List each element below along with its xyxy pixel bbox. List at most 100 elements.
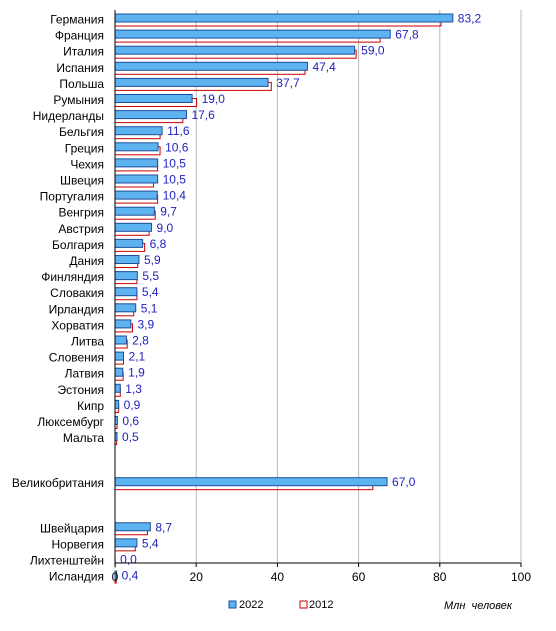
category-label-27: Великобритания [12, 476, 104, 490]
bar-2022-24 [114, 399, 120, 409]
value-label-29: 5,4 [142, 536, 159, 550]
category-label-0: Германия [50, 13, 104, 27]
bar-2022-8 [114, 142, 159, 152]
category-label-6: Нидерланды [33, 109, 104, 123]
category-label-18: Ирландия [49, 302, 104, 316]
x-tick-label-40: 40 [271, 570, 285, 584]
category-label-22: Латвия [65, 367, 104, 381]
value-label-16: 5,5 [142, 269, 159, 283]
x-tick-label-80: 80 [433, 570, 447, 584]
value-label-27: 67,0 [392, 475, 416, 489]
value-label-2: 59,0 [361, 44, 385, 58]
category-label-16: Финляндия [41, 270, 104, 284]
value-label-0: 83,2 [458, 12, 482, 26]
category-label-29: Норвегия [51, 537, 104, 551]
value-label-30: 0,0 [120, 552, 137, 566]
value-label-9: 10,5 [163, 156, 187, 170]
value-label-7: 11,6 [167, 124, 190, 138]
legend-swatch-2022 [228, 600, 237, 609]
bar-2022-27 [114, 477, 388, 487]
bar-2022-29 [114, 538, 138, 548]
value-label-31: 0,4 [122, 569, 139, 583]
category-label-12: Венгрия [58, 206, 104, 220]
value-label-19: 3,9 [137, 317, 154, 331]
category-label-15: Дания [69, 254, 104, 268]
category-label-30: Лихтенштейн [30, 553, 104, 567]
category-label-20: Литва [71, 335, 104, 349]
bar-2022-16 [114, 271, 138, 281]
bar-2022-1 [114, 29, 391, 39]
x-tick-label-100: 100 [511, 570, 531, 584]
value-label-14: 6,8 [150, 237, 167, 251]
value-label-24: 0,9 [124, 398, 141, 412]
bar-2022-19 [114, 319, 132, 329]
bar-2022-9 [114, 158, 159, 168]
category-label-19: Хорватия [51, 318, 104, 332]
x-tick-label-20: 20 [190, 570, 204, 584]
bar-2022-12 [114, 206, 155, 216]
category-label-21: Словения [49, 351, 104, 365]
bar-2022-23 [114, 383, 121, 393]
value-label-6: 17,6 [191, 108, 215, 122]
value-label-28: 8,7 [155, 520, 172, 534]
series-2022-bars [114, 13, 454, 580]
grid-lines [195, 10, 522, 563]
bar-2022-22 [114, 367, 124, 377]
value-label-5: 19,0 [202, 92, 226, 106]
category-label-28: Швейцария [40, 521, 104, 535]
value-label-10: 10,5 [163, 173, 187, 187]
bar-2022-21 [114, 351, 125, 361]
category-labels: Германия Франция Италия Испания Польша Румыни… [12, 13, 105, 584]
bar-2022-14 [114, 238, 144, 248]
bar-2022-0 [114, 13, 454, 23]
value-label-21: 2,1 [129, 350, 146, 364]
value-label-1: 67,8 [395, 28, 419, 42]
value-labels: 83,2 67,8 59,0 47,4 37,7 19,0 17,611,6 10,6 10,5… [120, 12, 481, 583]
bar-2022-20 [114, 335, 127, 345]
bar-2022-31 [114, 570, 118, 580]
unit-label: Млн человек [444, 600, 513, 612]
x-tick-label-0: 0 [112, 570, 119, 584]
bar-2022-7 [114, 126, 163, 136]
category-label-23: Эстония [58, 383, 105, 397]
category-label-26: Мальта [63, 431, 104, 445]
category-label-24: Кипр [77, 399, 104, 413]
value-label-18: 5,1 [141, 301, 158, 315]
legend: 2022 2012 [228, 599, 333, 611]
bar-2022-2 [114, 45, 356, 55]
category-label-2: Италия [63, 45, 104, 59]
bar-2022-3 [114, 61, 308, 71]
category-label-3: Испания [56, 61, 104, 75]
value-label-15: 5,9 [144, 253, 161, 267]
category-label-13: Австрия [58, 222, 104, 236]
category-label-5: Румыния [53, 93, 104, 107]
value-label-12: 9,7 [160, 205, 177, 219]
value-label-8: 10,6 [165, 140, 189, 154]
category-label-10: Швеция [60, 174, 104, 188]
category-label-11: Португалия [40, 190, 104, 204]
value-label-11: 10,4 [163, 189, 187, 203]
x-tick-labels: 0 20 40 60 80 100 [112, 563, 531, 584]
legend-swatch-2012 [299, 600, 308, 609]
bar-2022-6 [114, 110, 187, 120]
bar-2022-5 [114, 94, 193, 103]
category-label-8: Греция [65, 141, 104, 155]
bar-2022-17 [114, 287, 138, 297]
value-label-20: 2,8 [132, 334, 149, 348]
value-label-22: 1,9 [128, 366, 145, 380]
value-label-23: 1,3 [125, 382, 142, 396]
value-label-3: 47,4 [312, 60, 336, 74]
value-label-13: 9,0 [157, 221, 174, 235]
value-label-26: 0,5 [122, 430, 139, 444]
bar-2022-28 [114, 522, 151, 532]
category-label-1: Франция [55, 29, 104, 43]
value-label-25: 0,6 [122, 414, 139, 428]
category-label-31: Исландия [49, 570, 104, 584]
category-label-4: Польша [59, 77, 104, 91]
category-label-17: Словакия [50, 286, 104, 300]
category-label-9: Чехия [70, 157, 104, 171]
legend-label-2022: 2022 [239, 599, 263, 611]
bar-2022-11 [114, 190, 158, 200]
category-label-25: Люксембург [37, 415, 104, 429]
